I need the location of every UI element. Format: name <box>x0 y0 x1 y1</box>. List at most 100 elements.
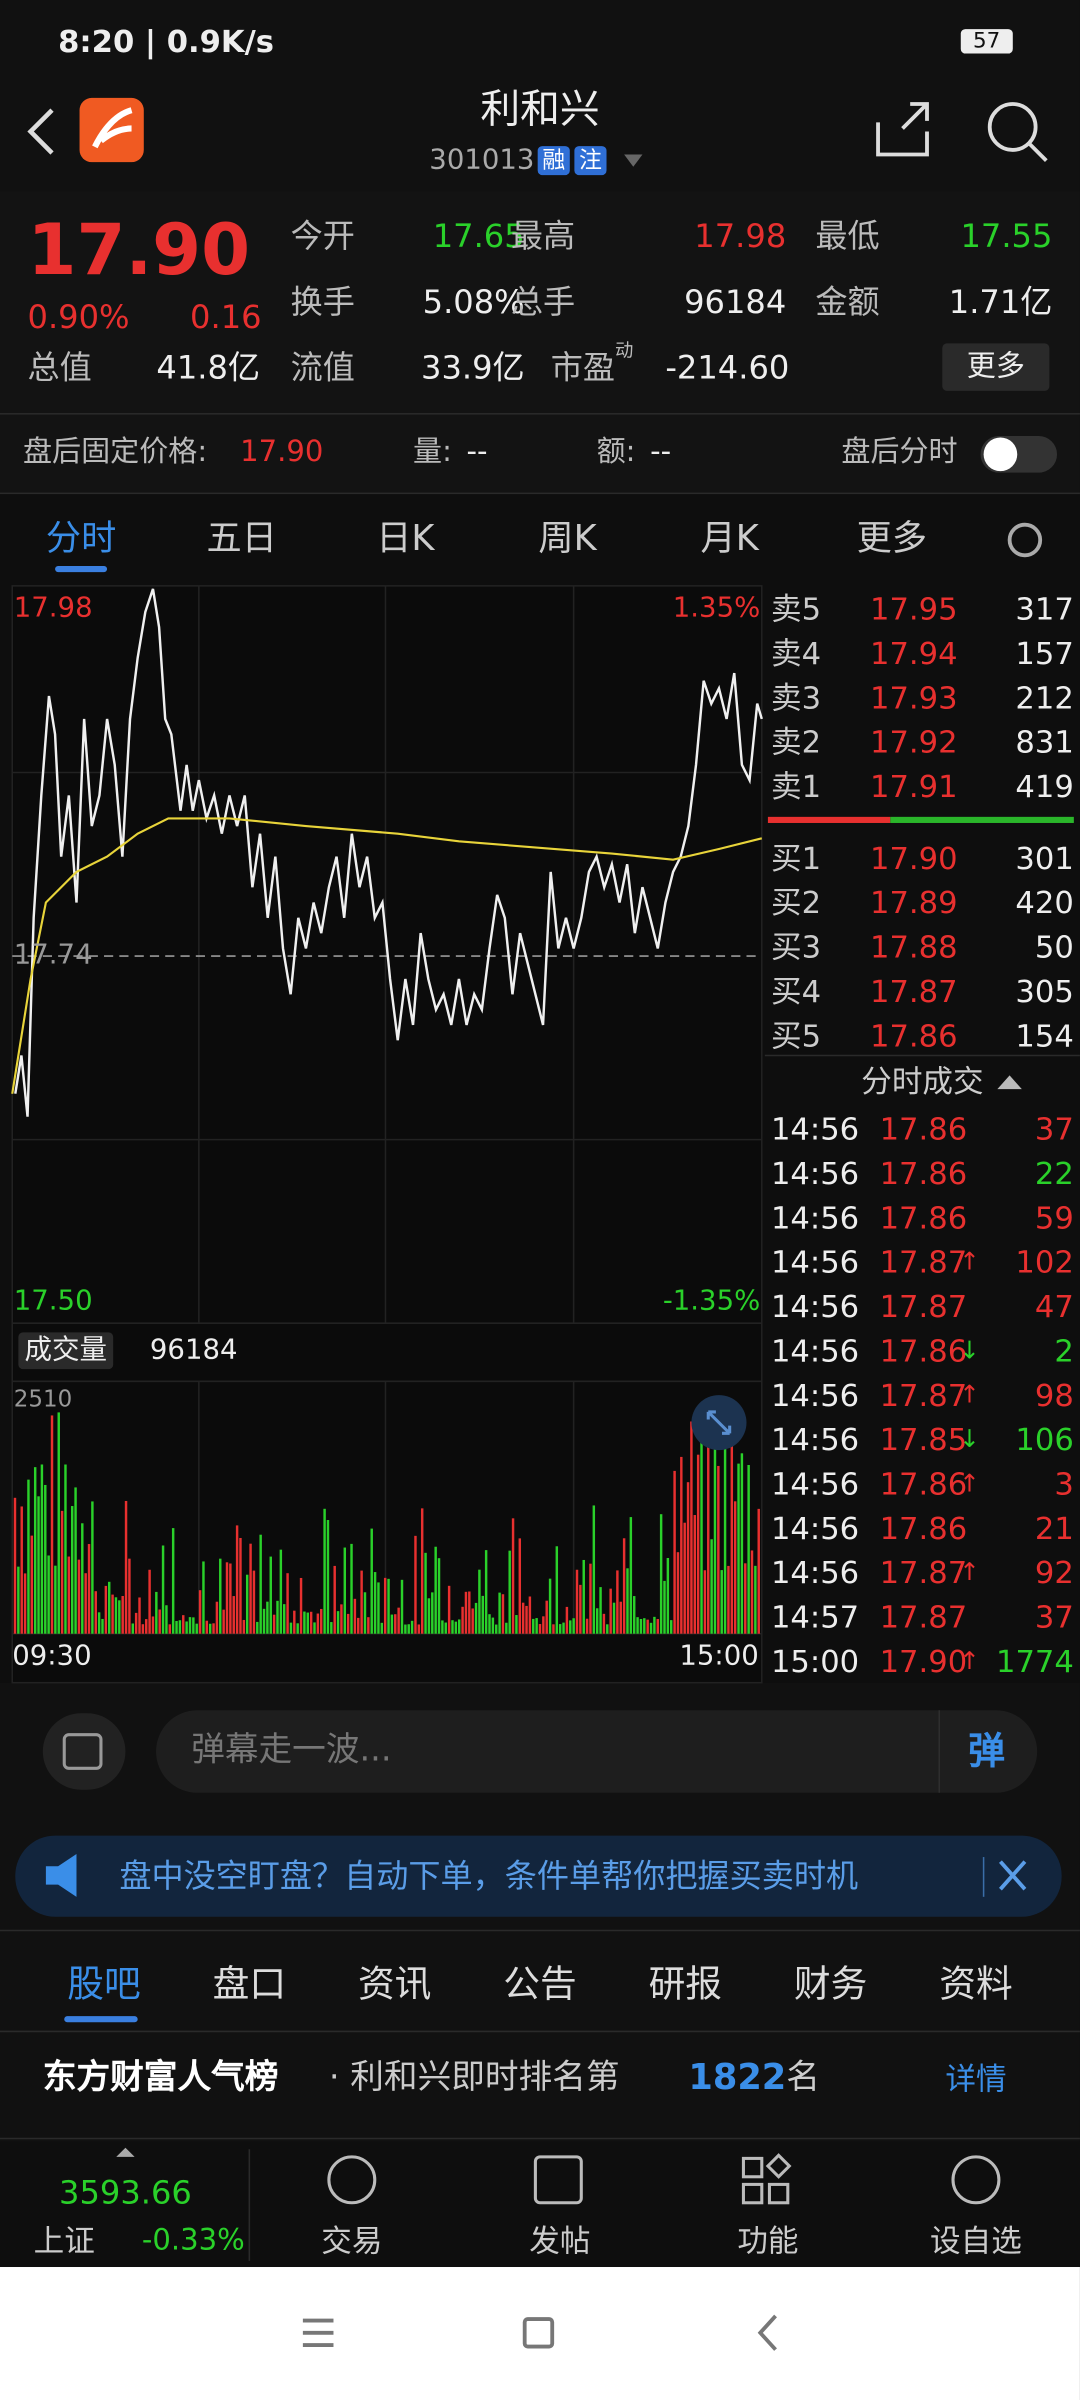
volume-bar <box>192 1617 195 1634</box>
volume-bar <box>380 1622 384 1634</box>
danmu-button[interactable]: 弹 <box>968 1730 1006 1773</box>
more-button[interactable]: 更多 <box>942 343 1050 391</box>
tab[interactable]: 周K <box>538 519 597 560</box>
tab2[interactable]: 资料 <box>939 1962 1013 2006</box>
volume-bar <box>124 1500 128 1634</box>
volume-bar <box>60 1510 64 1634</box>
dropdown-icon[interactable] <box>624 154 643 167</box>
volume-bar <box>182 1615 185 1634</box>
volume-bar <box>107 1581 111 1634</box>
back-icon[interactable] <box>27 108 54 155</box>
tab2[interactable]: 股吧 <box>67 1962 141 2006</box>
volume-bar <box>367 1617 370 1634</box>
ah-toggle-label[interactable]: 盘后分时 <box>841 435 958 469</box>
trade-vol: 21 <box>1034 1509 1074 1547</box>
book-price: 17.87 <box>869 972 958 1010</box>
volume-bar <box>562 1622 565 1634</box>
volume-bar <box>20 1506 23 1634</box>
comment-placeholder[interactable]: 弹幕走一波... <box>191 1731 392 1770</box>
volume-bar <box>397 1607 400 1634</box>
field-label: 流值 <box>290 349 355 387</box>
banner[interactable] <box>15 1835 1062 1917</box>
volume-bar <box>357 1617 360 1634</box>
search-icon[interactable] <box>987 102 1038 152</box>
book-vol: 154 <box>1015 1017 1074 1054</box>
book-vol: 831 <box>1015 723 1074 761</box>
volume-bar <box>659 1514 663 1634</box>
nav-item[interactable]: 发帖 <box>529 2222 591 2260</box>
volume-bar <box>656 1619 659 1634</box>
tab[interactable]: 分时 <box>45 519 117 560</box>
book-price: 17.88 <box>869 928 958 966</box>
volume-bar <box>309 1611 313 1634</box>
price-low: 17.50 <box>13 1284 93 1318</box>
volume-bar <box>151 1616 155 1634</box>
tab[interactable]: 更多 <box>856 519 927 560</box>
volume-max: 2510 <box>13 1385 73 1413</box>
volume-bar <box>306 1612 309 1634</box>
volume-bar <box>525 1605 528 1634</box>
trade-time: 14:56 <box>770 1509 860 1547</box>
banner-text[interactable]: 盘中没空盯盘？自动下单，条件单帮你把握买卖时机 <box>119 1857 859 1895</box>
volume-bar <box>383 1577 387 1634</box>
volume-bar <box>643 1618 646 1634</box>
volume-bar <box>565 1606 569 1634</box>
volume-bar <box>128 1558 131 1634</box>
volume-bar <box>727 1565 730 1634</box>
tab2[interactable]: 研报 <box>648 1962 723 2006</box>
trade-price: 17.86 <box>879 1332 968 1370</box>
volume-label[interactable]: 成交量 <box>18 1332 114 1370</box>
nav-item[interactable]: 功能 <box>737 2222 799 2260</box>
trade-price: 17.87 <box>879 1243 968 1281</box>
avg-line <box>11 817 763 1094</box>
trade-price: 17.87 <box>879 1598 968 1636</box>
volume-bar <box>299 1577 303 1634</box>
tab2[interactable]: 财务 <box>793 1962 868 2006</box>
rank-link[interactable]: 详情 <box>945 2060 1007 2098</box>
tab[interactable]: 日K <box>376 519 435 560</box>
volume-bar <box>219 1558 222 1634</box>
share-icon[interactable] <box>876 102 929 157</box>
book-vol: 317 <box>1015 590 1074 628</box>
trade-time: 14:56 <box>770 1376 860 1414</box>
tab[interactable]: 月K <box>700 519 759 560</box>
trade-vol: 106 <box>1015 1421 1074 1458</box>
volume-bar <box>286 1573 289 1634</box>
volume-bar <box>343 1547 347 1634</box>
pct-low: -1.35% <box>662 1284 761 1318</box>
rank-suffix: 名 <box>786 2058 820 2098</box>
settings-icon[interactable] <box>1007 522 1043 558</box>
trade-price: 17.87 <box>879 1376 968 1414</box>
trade-vol: 1774 <box>995 1642 1074 1680</box>
volume-bar <box>131 1623 135 1634</box>
tab2[interactable]: 盘口 <box>212 1962 287 2006</box>
volume-bar <box>23 1573 27 1634</box>
price-high: 17.98 <box>13 591 93 625</box>
volume-bar <box>336 1611 340 1634</box>
volume-bar <box>511 1518 515 1634</box>
volume-bar <box>370 1528 373 1634</box>
tab2[interactable]: 公告 <box>503 1962 577 2006</box>
tab2[interactable]: 资讯 <box>357 1962 432 2006</box>
comment-input[interactable] <box>156 1710 1038 1793</box>
tab[interactable]: 五日 <box>206 519 277 560</box>
nav-item[interactable]: 交易 <box>321 2222 383 2260</box>
volume-bar <box>404 1624 407 1634</box>
volume-bar <box>723 1440 727 1634</box>
volume-bar <box>134 1612 138 1634</box>
volume-bar <box>528 1596 532 1634</box>
volume-bar <box>548 1578 552 1634</box>
volume-bar <box>632 1596 636 1634</box>
volume-bar <box>188 1617 192 1634</box>
pct: 0.90% <box>27 299 130 336</box>
danmu-icon[interactable] <box>42 1713 126 1790</box>
volume-bar <box>350 1543 353 1634</box>
volume-bar <box>595 1608 599 1634</box>
tab-indicator <box>55 565 108 573</box>
volume-bar <box>696 1454 700 1634</box>
nav-item[interactable]: 设自选 <box>930 2222 1022 2260</box>
rank-brand: 东方财富人气榜 <box>42 2058 279 2098</box>
volume-bar <box>612 1602 616 1634</box>
volume-bar <box>437 1558 441 1634</box>
volume-bar <box>158 1609 161 1634</box>
